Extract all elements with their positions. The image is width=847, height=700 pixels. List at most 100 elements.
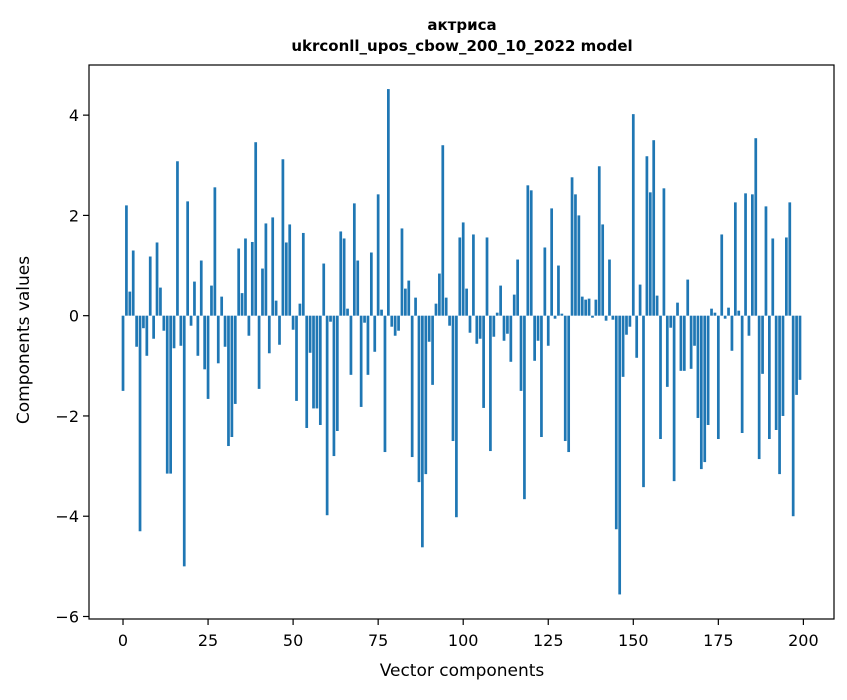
bar-component-141	[601, 224, 605, 316]
bar-component-97	[451, 315, 455, 442]
x-tick-label: 0	[118, 631, 128, 650]
bar-component-5	[138, 315, 142, 532]
bar-component-46	[278, 315, 281, 345]
bar-component-145	[614, 315, 618, 530]
y-tick-label: 0	[69, 307, 79, 326]
bar-component-51	[295, 315, 298, 401]
bar-component-2	[128, 291, 132, 316]
bar-component-150	[631, 114, 635, 316]
bar-component-143	[608, 259, 611, 316]
bar-component-116	[516, 259, 519, 316]
plot-area-frame	[88, 64, 835, 620]
bar-component-82	[400, 228, 404, 316]
bar-component-130	[563, 315, 567, 442]
bar-component-155	[648, 192, 652, 316]
bar-component-122	[536, 315, 540, 341]
bar-component-83	[404, 288, 407, 316]
bar-component-60	[325, 315, 329, 516]
bar-component-102	[468, 315, 472, 333]
y-tick-label: −4	[55, 507, 79, 526]
bar-component-162	[672, 315, 676, 482]
bar-component-191	[771, 238, 775, 316]
bar-component-177	[723, 315, 727, 319]
bar-component-13	[165, 315, 169, 474]
bar-component-30	[223, 315, 227, 347]
bar-component-179	[730, 315, 734, 351]
bar-component-49	[288, 224, 292, 316]
bar-component-160	[665, 315, 669, 387]
bar-component-111	[499, 285, 502, 316]
x-tick-label: 175	[703, 631, 734, 650]
bar-component-45	[274, 300, 278, 316]
bar-component-147	[621, 315, 625, 377]
bar-component-15	[172, 315, 176, 349]
bar-component-188	[761, 315, 764, 374]
bar-component-90	[427, 315, 431, 342]
bar-component-16	[176, 161, 179, 316]
bar-component-118	[523, 315, 526, 500]
bar-component-96	[448, 315, 451, 326]
bar-component-196	[788, 202, 792, 316]
bar-component-109	[492, 315, 496, 337]
bar-component-168	[693, 315, 696, 346]
bar-component-180	[733, 202, 737, 316]
bar-component-17	[179, 315, 183, 346]
bar-component-146	[618, 315, 622, 595]
bar-component-157	[655, 295, 659, 316]
bar-component-7	[145, 315, 149, 356]
bar-component-127	[553, 315, 557, 319]
bar-component-1	[125, 205, 128, 316]
x-tick-label: 75	[368, 631, 388, 650]
bar-component-170	[699, 315, 703, 470]
bar-component-172	[706, 315, 710, 425]
bar-component-156	[652, 140, 656, 316]
bar-component-86	[414, 297, 417, 316]
bar-component-62	[332, 315, 336, 457]
bar-component-84	[407, 280, 411, 316]
bar-component-8	[148, 256, 152, 316]
bar-component-70	[359, 315, 363, 407]
bar-component-40	[257, 315, 261, 389]
bar-component-158	[659, 315, 662, 440]
bar-component-106	[482, 315, 485, 408]
bar-component-174	[713, 312, 717, 316]
bar-component-48	[284, 242, 288, 316]
bar-component-25	[206, 315, 210, 399]
bar-component-128	[557, 265, 560, 316]
bar-component-75	[376, 194, 380, 316]
bar-component-73	[369, 252, 373, 316]
bar-component-50	[291, 315, 295, 330]
bar-component-104	[475, 315, 479, 344]
bar-component-88	[421, 315, 424, 548]
bar-component-187	[757, 315, 761, 460]
bar-component-65	[342, 238, 346, 316]
bar-component-119	[526, 185, 530, 316]
bar-component-120	[529, 190, 533, 316]
bar-component-131	[567, 315, 571, 453]
bar-component-61	[329, 315, 332, 322]
bar-component-67	[349, 315, 353, 375]
bar-component-34	[237, 248, 241, 316]
x-tick-label: 100	[448, 631, 479, 650]
bar-component-32	[230, 315, 234, 438]
bar-component-66	[346, 308, 349, 316]
bar-component-192	[774, 315, 778, 430]
bar-component-27	[213, 187, 217, 316]
bar-component-165	[682, 315, 686, 371]
bar-component-68	[352, 203, 356, 316]
bar-component-117	[519, 315, 523, 391]
bar-component-35	[240, 293, 244, 316]
bar-component-198	[795, 315, 798, 395]
bar-component-89	[424, 315, 428, 475]
bar-component-129	[560, 313, 564, 316]
bar-component-151	[635, 315, 639, 358]
bar-component-57	[315, 315, 319, 409]
bar-component-14	[169, 315, 172, 474]
bar-component-153	[642, 315, 645, 488]
bar-component-175	[716, 315, 720, 440]
bar-component-113	[506, 315, 509, 334]
bar-component-121	[533, 315, 536, 361]
bar-component-23	[199, 260, 203, 316]
x-tick-label: 25	[198, 631, 218, 650]
